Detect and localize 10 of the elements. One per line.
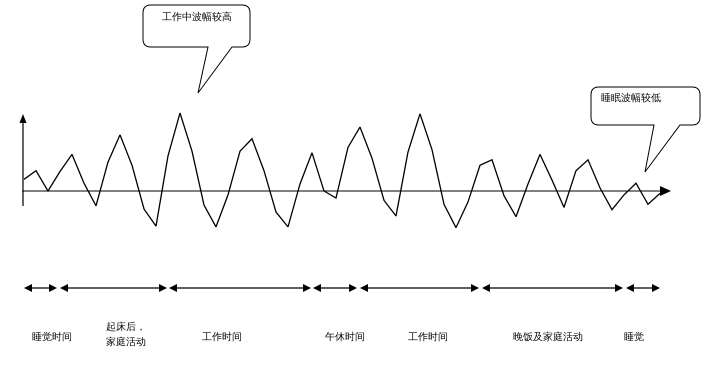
text: 睡眠波幅较低 <box>601 92 661 104</box>
text: 家庭活动 <box>106 336 146 348</box>
text: 工作中波幅较高 <box>162 11 232 23</box>
text: 睡觉时间 <box>32 331 72 343</box>
text: 起床后， <box>106 321 146 333</box>
text: 工作时间 <box>408 331 448 343</box>
text: 午休时间 <box>325 331 365 343</box>
text: 晚饭及家庭活动 <box>513 331 583 343</box>
text: 睡觉 <box>624 331 644 343</box>
text: 工作时间 <box>202 331 242 343</box>
